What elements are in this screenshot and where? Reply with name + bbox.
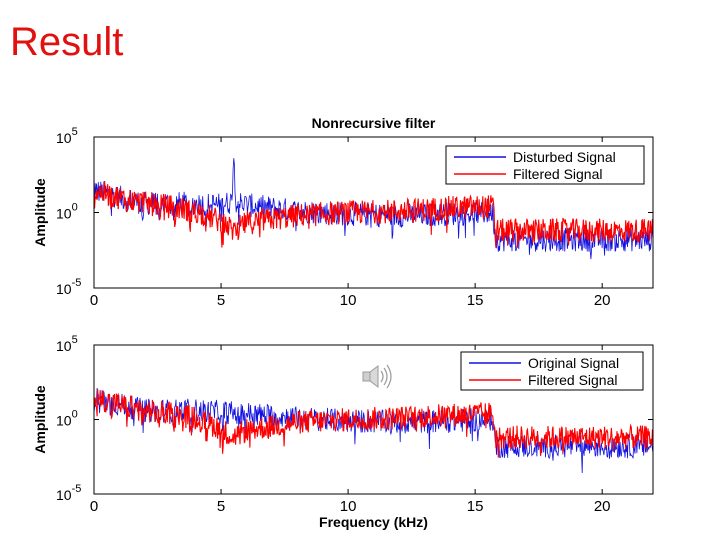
x-tick-label: 5 [217,498,225,515]
chart-panel-2: 0 5 10 15 20 105 100 10-5 Amplitude Frequency (kH… [32,334,654,530]
x-tick-label: 0 [90,498,98,515]
y-axis-label: Amplitude [32,178,48,247]
y-tick-label: 10-5 [56,277,81,297]
x-tick-label: 10 [340,498,357,515]
legend-label: Original Signal [528,355,619,371]
chart-panel-1: 0 5 10 15 20 105 100 10-5 Amplitude Nonrecursive … [32,115,654,309]
y-tick-label: 100 [56,202,78,222]
legend-label: Filtered Signal [528,372,618,388]
x-tick-label: 0 [90,292,98,309]
series-line-filtered-signal [93,180,654,248]
y-tick-label: 105 [56,126,78,146]
x-tick-label: 5 [217,292,225,309]
legend-label: Disturbed Signal [513,149,616,165]
legend-box [460,351,644,391]
x-axis-label: Frequency (kHz) [319,514,428,530]
x-tick-label: 20 [594,498,611,515]
slide-title: Result [10,20,124,64]
y-axis-label: Amplitude [32,385,48,454]
x-tick-label: 20 [594,292,611,309]
x-tick-label: 15 [467,498,484,515]
series-line-filtered-signal [93,389,654,458]
y-tick-label: 100 [56,409,78,429]
x-tick-label: 10 [340,292,357,309]
x-tick-label: 15 [467,292,484,309]
legend-box [445,145,645,185]
chart-title: Nonrecursive filter [312,115,436,131]
y-tick-label: 105 [56,334,78,354]
speaker-icon[interactable] [362,364,392,389]
legend-label: Filtered Signal [513,166,603,182]
y-tick-label: 10-5 [56,483,81,503]
